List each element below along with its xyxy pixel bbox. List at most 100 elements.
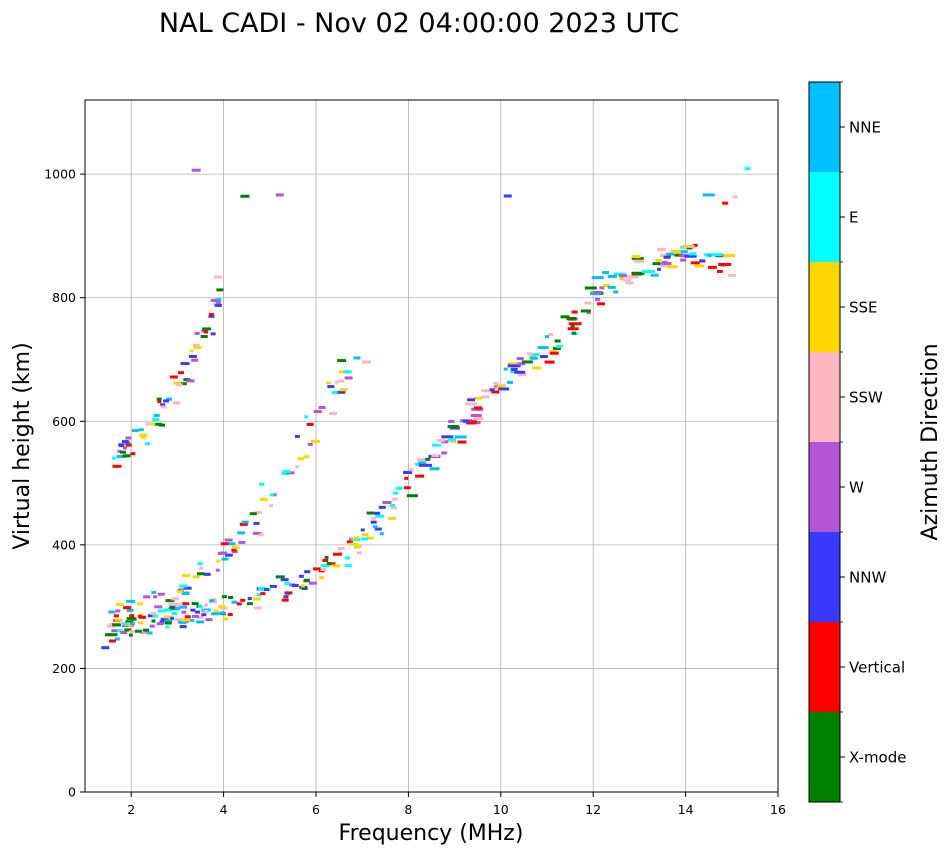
y-tick-label: 800	[52, 290, 76, 305]
echo-point	[334, 380, 339, 384]
echo-point	[516, 357, 524, 361]
y-tick-label: 1000	[44, 167, 76, 182]
echo-point	[431, 443, 441, 447]
echo-point	[361, 533, 369, 537]
echo-point	[224, 538, 233, 542]
echo-point	[137, 621, 143, 625]
echo-point	[199, 566, 204, 570]
echo-point	[183, 586, 192, 590]
echo-point	[240, 194, 250, 198]
echo-point	[465, 421, 476, 425]
echo-point	[507, 364, 521, 368]
echo-point	[343, 370, 352, 374]
echo-point	[227, 613, 233, 617]
echo-point	[655, 258, 662, 262]
echo-point	[165, 619, 173, 623]
echo-point	[112, 623, 121, 627]
echo-point	[657, 247, 667, 251]
echo-point	[129, 630, 135, 634]
echo-point	[374, 527, 382, 531]
echo-point	[143, 595, 151, 599]
echo-point	[417, 458, 427, 462]
echo-point	[517, 362, 526, 366]
echo-point	[493, 381, 499, 385]
colorbar-segment-e	[809, 172, 840, 262]
echo-point	[322, 558, 329, 562]
echo-point	[124, 628, 132, 632]
echo-point	[189, 349, 194, 353]
echo-point	[219, 611, 225, 615]
echo-point	[239, 522, 248, 526]
echo-point	[473, 396, 482, 400]
colorbar-label: SSW	[849, 389, 883, 407]
echo-point	[280, 578, 289, 582]
echo-point	[210, 332, 216, 336]
echo-point	[656, 267, 661, 271]
echo-point	[237, 531, 246, 535]
echo-point	[339, 370, 348, 374]
echo-point	[425, 457, 431, 461]
x-tick-label: 16	[770, 802, 786, 817]
echo-point	[375, 514, 385, 518]
echo-point	[391, 506, 398, 510]
colorbar-segment-w	[809, 442, 840, 532]
echo-point	[319, 575, 325, 579]
echo-point	[260, 592, 266, 596]
echo-point	[595, 297, 601, 301]
echo-point	[344, 376, 353, 380]
echo-point	[195, 610, 201, 614]
echo-point	[650, 273, 659, 277]
echo-point	[179, 584, 188, 588]
echo-point	[613, 272, 626, 276]
echo-point	[259, 497, 268, 501]
echo-point	[252, 597, 261, 601]
echo-point	[631, 256, 644, 260]
echo-point	[285, 593, 290, 597]
echo-point	[149, 624, 155, 628]
echo-point	[539, 355, 548, 359]
echo-point	[392, 497, 399, 501]
echo-point	[253, 521, 260, 525]
echo-point	[284, 582, 291, 586]
echo-point	[116, 603, 125, 607]
echo-point	[491, 390, 500, 394]
echo-point	[191, 358, 199, 362]
echo-point	[114, 618, 123, 622]
echo-point	[200, 334, 208, 338]
echo-point	[544, 335, 549, 339]
echo-point	[300, 584, 305, 588]
echo-point	[196, 572, 205, 576]
echo-point	[253, 606, 262, 610]
echo-point	[203, 572, 211, 576]
echo-point	[107, 624, 117, 628]
y-axis-label: Virtual height (km)	[10, 342, 35, 549]
echo-point	[172, 401, 181, 405]
echo-point	[122, 622, 129, 626]
echo-point	[157, 609, 166, 613]
echo-point	[337, 547, 345, 551]
echo-point	[450, 440, 457, 444]
echo-point	[552, 346, 561, 350]
echo-point	[231, 548, 237, 552]
echo-point	[360, 528, 365, 532]
echo-point	[613, 290, 619, 294]
echo-point	[202, 327, 212, 331]
echo-point	[549, 350, 558, 354]
echo-point	[184, 615, 191, 619]
echo-point	[418, 461, 427, 465]
echo-point	[732, 195, 738, 199]
echo-point	[192, 343, 200, 347]
grid-lines	[85, 100, 779, 793]
echo-point	[121, 440, 129, 444]
echo-point	[382, 501, 392, 505]
colorbar-label: Vertical	[849, 659, 905, 677]
colorbar-label: X-mode	[849, 749, 906, 767]
echo-point	[264, 587, 270, 591]
echo-point	[258, 533, 264, 537]
echo-point	[124, 441, 131, 445]
echo-point	[716, 269, 723, 273]
echo-point	[306, 422, 314, 426]
echo-point	[213, 609, 219, 613]
echo-point	[151, 590, 157, 594]
echo-point	[163, 399, 170, 403]
